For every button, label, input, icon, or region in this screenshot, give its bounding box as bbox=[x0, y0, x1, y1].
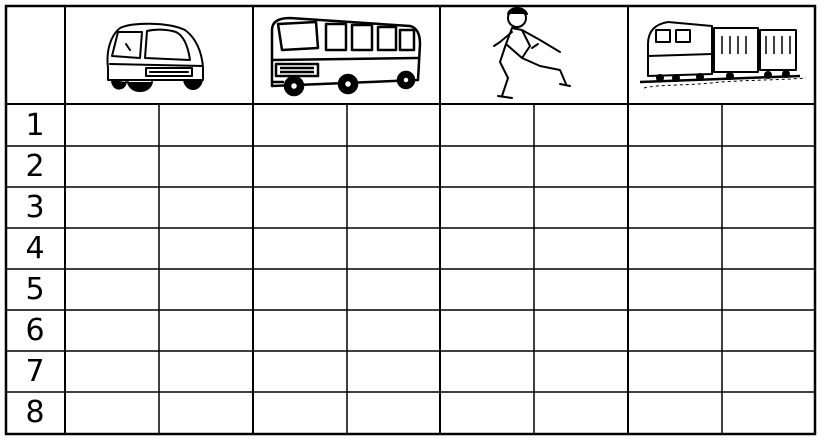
row-label: 8 bbox=[25, 395, 45, 430]
train-icon bbox=[639, 21, 807, 89]
bus-icon bbox=[270, 16, 422, 97]
row-label: 5 bbox=[25, 272, 45, 307]
row-label: 7 bbox=[25, 354, 45, 389]
row-label: 6 bbox=[25, 313, 45, 348]
row-lines bbox=[6, 145, 815, 393]
row-label: 3 bbox=[25, 190, 45, 225]
row-label: 4 bbox=[25, 231, 45, 266]
group-dividers bbox=[64, 6, 629, 434]
sub-column-dividers bbox=[158, 104, 723, 434]
row-label: 1 bbox=[25, 108, 45, 143]
car-icon bbox=[106, 22, 204, 92]
running-person-icon bbox=[493, 7, 571, 99]
row-label: 2 bbox=[25, 149, 45, 184]
